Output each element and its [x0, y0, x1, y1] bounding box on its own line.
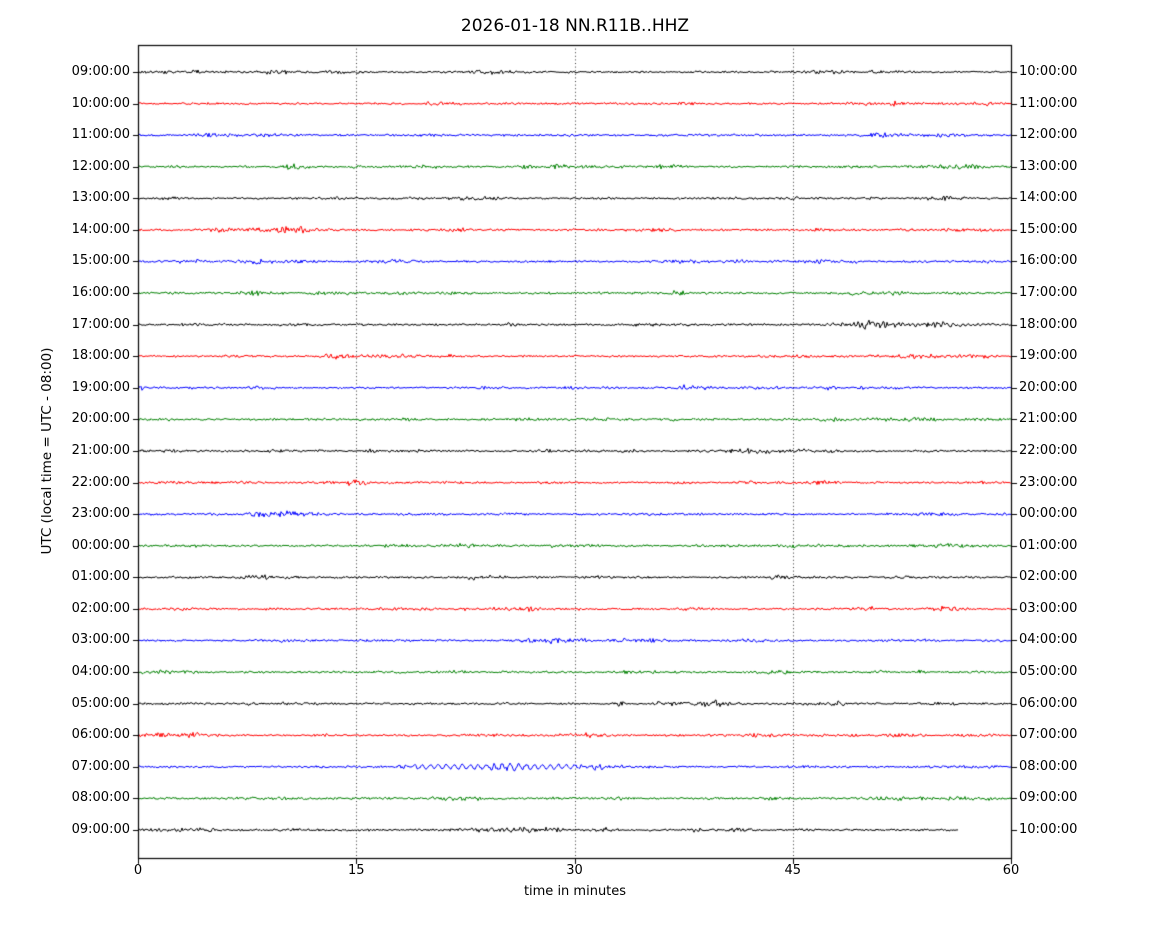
- utc-end-label: 01:00:00: [1019, 537, 1078, 553]
- utc-start-label: 12:00:00: [71, 158, 130, 174]
- utc-start-label: 21:00:00: [71, 442, 130, 458]
- utc-end-label: 22:00:00: [1019, 442, 1078, 458]
- utc-end-label: 14:00:00: [1019, 190, 1078, 206]
- utc-end-label: 13:00:00: [1019, 158, 1078, 174]
- utc-start-label: 09:00:00: [71, 821, 130, 837]
- utc-start-label: 19:00:00: [71, 379, 130, 395]
- utc-start-label: 10:00:00: [71, 95, 130, 111]
- utc-start-label: 01:00:00: [71, 569, 130, 585]
- utc-end-label: 10:00:00: [1019, 821, 1078, 837]
- utc-start-label: 18:00:00: [71, 348, 130, 364]
- utc-end-label: 15:00:00: [1019, 221, 1078, 237]
- utc-end-label: 17:00:00: [1019, 285, 1078, 301]
- x-tick-label: 30: [566, 863, 583, 878]
- utc-end-label: 20:00:00: [1019, 379, 1078, 395]
- utc-start-label: 14:00:00: [71, 221, 130, 237]
- x-tick-label: 45: [784, 863, 802, 878]
- utc-end-label: 04:00:00: [1019, 632, 1078, 648]
- utc-end-label: 11:00:00: [1019, 95, 1078, 111]
- utc-start-label: 09:00:00: [71, 64, 130, 79]
- chart-title: 2026-01-18 NN.R11B..HHZ: [460, 16, 690, 36]
- utc-end-label: 21:00:00: [1019, 411, 1078, 427]
- utc-start-label: 20:00:00: [71, 411, 130, 427]
- utc-end-label: 00:00:00: [1019, 506, 1078, 522]
- utc-start-label: 13:00:00: [71, 190, 130, 206]
- utc-start-label: 04:00:00: [71, 664, 130, 680]
- utc-start-label: 16:00:00: [71, 285, 130, 301]
- utc-end-label: 19:00:00: [1019, 348, 1078, 364]
- utc-end-label: 12:00:00: [1019, 127, 1078, 143]
- utc-start-label: 02:00:00: [71, 600, 130, 616]
- utc-end-label: 07:00:00: [1019, 727, 1078, 743]
- utc-end-label: 18:00:00: [1019, 316, 1078, 332]
- utc-start-label: 15:00:00: [71, 253, 130, 269]
- utc-start-label: 05:00:00: [71, 695, 130, 711]
- utc-end-label: 16:00:00: [1019, 253, 1078, 269]
- utc-end-label: 03:00:00: [1019, 600, 1078, 616]
- utc-end-label: 05:00:00: [1019, 664, 1078, 680]
- utc-end-label: 02:00:00: [1019, 569, 1078, 585]
- x-tick-label: 15: [347, 863, 365, 878]
- utc-start-label: 06:00:00: [71, 727, 130, 743]
- x-axis-label: time in minutes: [523, 884, 627, 899]
- utc-start-label: 23:00:00: [71, 506, 130, 522]
- utc-start-label: 11:00:00: [71, 127, 130, 143]
- utc-start-label: 03:00:00: [71, 632, 130, 648]
- utc-end-label: 08:00:00: [1019, 758, 1078, 774]
- utc-end-label: 06:00:00: [1019, 695, 1078, 711]
- utc-start-label: 22:00:00: [71, 474, 130, 490]
- utc-end-label: 23:00:00: [1019, 474, 1078, 490]
- utc-start-label: 17:00:00: [71, 316, 130, 332]
- utc-start-label: 00:00:00: [71, 537, 130, 553]
- utc-start-label: 07:00:00: [71, 758, 130, 774]
- x-tick-label: 60: [1002, 863, 1020, 878]
- utc-end-label: 10:00:00: [1019, 64, 1078, 79]
- utc-start-label: 08:00:00: [71, 790, 130, 806]
- x-tick-label: 0: [133, 863, 143, 878]
- utc-end-label: 09:00:00: [1019, 790, 1078, 806]
